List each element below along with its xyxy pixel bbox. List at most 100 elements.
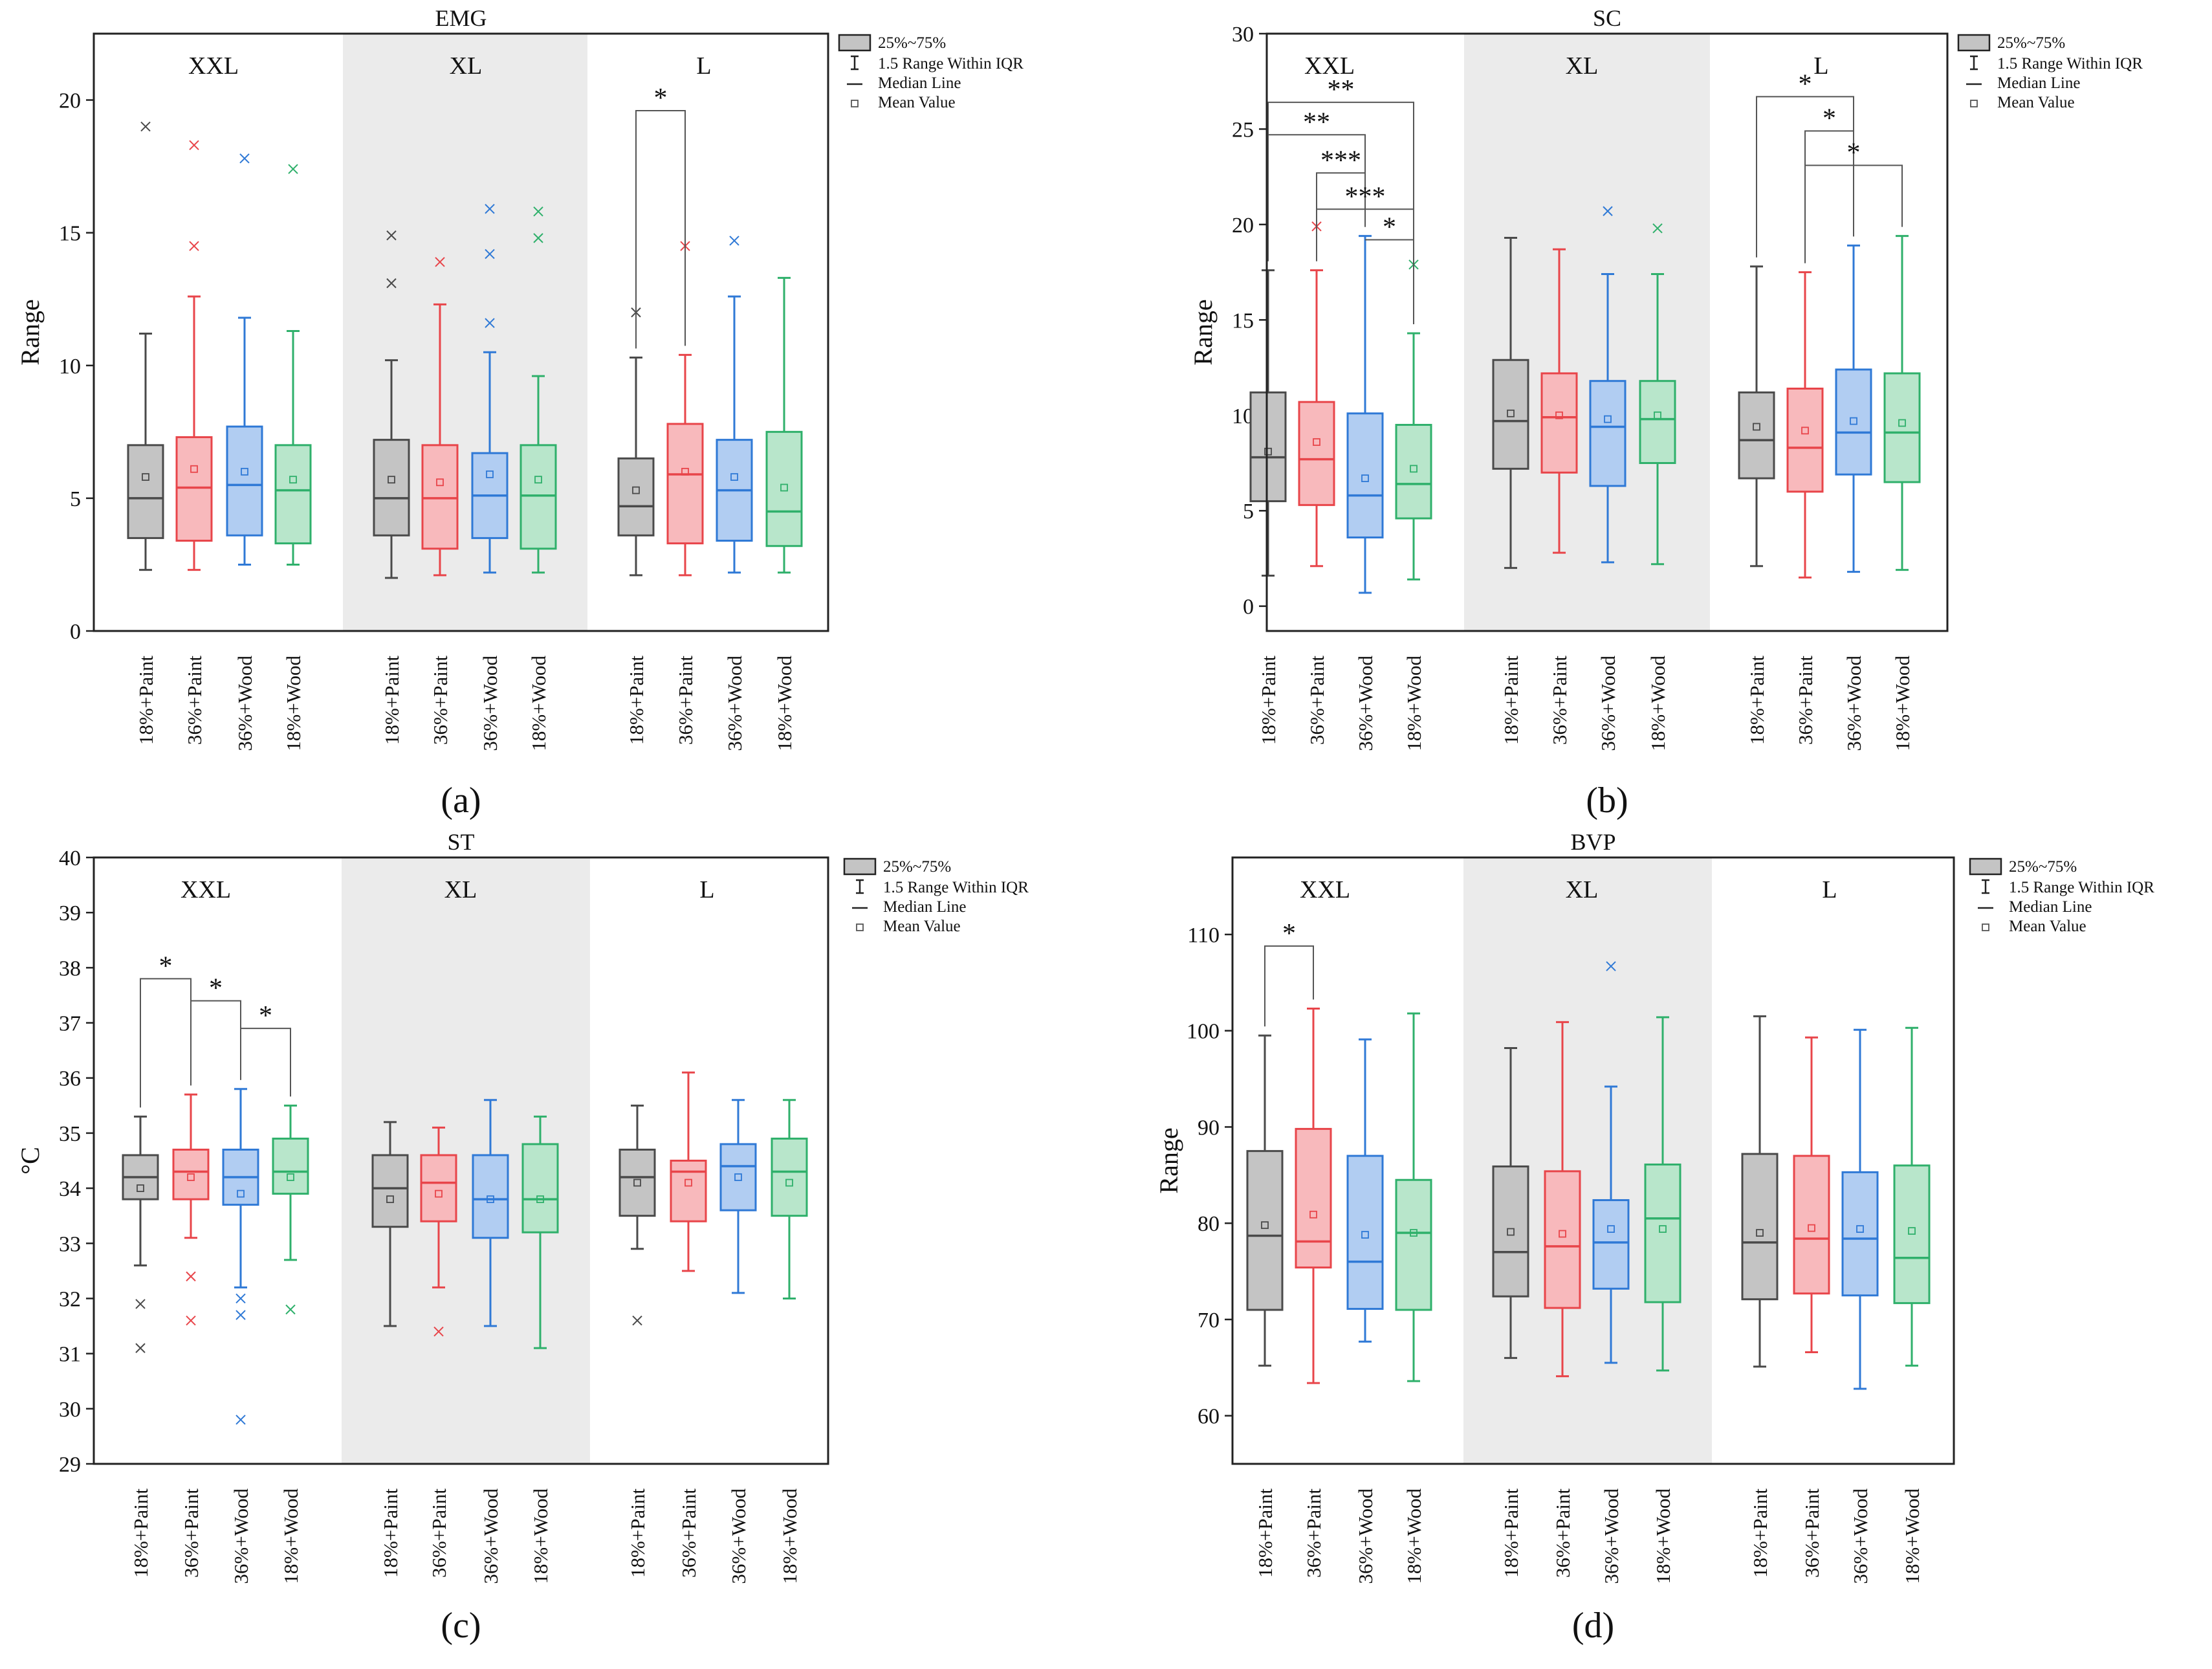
box-l-3 bbox=[771, 1099, 808, 1299]
box-l-0 bbox=[1741, 1015, 1779, 1368]
x-tick-label: 18%+Wood bbox=[1901, 1488, 1923, 1584]
outlier-marker bbox=[135, 1299, 146, 1309]
iqr-box bbox=[521, 1143, 559, 1233]
iqr-box bbox=[719, 1143, 757, 1211]
legend-box-swatch bbox=[1957, 34, 1991, 52]
x-tick-label: 36%+Wood bbox=[1843, 656, 1865, 751]
significance-bracket: * bbox=[1365, 212, 1414, 324]
mean-marker bbox=[1856, 1225, 1864, 1233]
outlier-marker bbox=[533, 206, 543, 217]
box-xl-0 bbox=[373, 230, 410, 579]
iqr-box bbox=[1395, 1178, 1432, 1311]
box-xxl-0 bbox=[1249, 269, 1287, 577]
group-label-xxl: XXL bbox=[188, 52, 239, 80]
box-l-2 bbox=[719, 1099, 757, 1294]
mean-marker bbox=[1659, 1225, 1667, 1233]
y-tick-label: 15 bbox=[1232, 309, 1254, 333]
iqr-box bbox=[666, 423, 704, 545]
box-xxl-2 bbox=[222, 1088, 259, 1425]
mean-marker bbox=[1410, 1229, 1418, 1237]
box-xl-2 bbox=[1589, 206, 1626, 564]
legend-median-label: Median Line bbox=[878, 74, 961, 92]
legend-whisker-label: 1.5 Range Within IQR bbox=[1997, 55, 2143, 72]
iqr-box bbox=[175, 436, 213, 542]
mean-marker bbox=[632, 486, 640, 494]
x-tick-label: 36%+Paint bbox=[428, 1488, 450, 1578]
outlier-marker bbox=[433, 1326, 444, 1337]
iqr-box bbox=[226, 425, 263, 536]
significance-bracket: ** bbox=[1267, 75, 1414, 324]
mean-marker bbox=[1898, 419, 1906, 427]
mean-marker bbox=[187, 1173, 195, 1181]
legend-box-swatch bbox=[843, 857, 877, 876]
y-tick-label: 38 bbox=[59, 956, 81, 980]
outlier-marker bbox=[235, 1293, 246, 1304]
y-tick-label: 37 bbox=[59, 1012, 81, 1036]
significance-stars: * bbox=[1847, 138, 1861, 168]
outlier-marker bbox=[1603, 206, 1613, 216]
group-label-l: L bbox=[696, 52, 711, 80]
legend-mean-label: Mean Value bbox=[2009, 918, 2086, 935]
chart-title: ST bbox=[447, 829, 474, 855]
x-tick-label: 36%+Paint bbox=[1551, 1488, 1574, 1578]
legend-mean-swatch bbox=[1982, 923, 1989, 931]
y-axis-label: Range bbox=[1188, 299, 1218, 365]
iqr-box bbox=[371, 1154, 409, 1228]
bracket-line bbox=[1264, 945, 1314, 1027]
x-tick-label: 18%+Paint bbox=[1500, 656, 1522, 745]
box-l-3 bbox=[1883, 235, 1921, 571]
significance-stars: * bbox=[654, 83, 668, 113]
box-xxl-0 bbox=[127, 121, 164, 571]
legend-whisker-label: 1.5 Range Within IQR bbox=[2009, 879, 2154, 896]
mean-marker bbox=[1361, 474, 1369, 482]
y-tick-label: 90 bbox=[1198, 1116, 1220, 1140]
group-label-l: L bbox=[1813, 52, 1828, 80]
outlier-marker bbox=[186, 1315, 196, 1326]
significance-stars: * bbox=[1823, 104, 1836, 133]
legend-box-label: 25%~75% bbox=[1997, 34, 2065, 52]
box-xl-1 bbox=[1540, 248, 1578, 554]
panel-label: (a) bbox=[441, 780, 481, 821]
y-tick-label: 110 bbox=[1187, 923, 1220, 947]
iqr-box bbox=[617, 457, 655, 536]
legend-median-label: Median Line bbox=[2009, 898, 2092, 916]
mean-marker bbox=[1908, 1227, 1916, 1235]
iqr-box bbox=[1246, 1150, 1284, 1311]
outlier-marker bbox=[485, 318, 495, 328]
mean-marker bbox=[534, 476, 542, 484]
significance-stars: * bbox=[259, 1001, 272, 1031]
x-tick-label: 18%+Paint bbox=[1746, 656, 1768, 745]
legend-mean-label: Mean Value bbox=[1997, 94, 2075, 111]
mean-marker bbox=[1850, 417, 1857, 425]
outlier-marker bbox=[485, 249, 495, 260]
outlier-marker bbox=[239, 153, 250, 164]
y-axis-label: Range bbox=[16, 299, 45, 365]
mean-marker bbox=[388, 476, 395, 484]
box-xxl-1 bbox=[175, 140, 213, 571]
bracket-line bbox=[140, 978, 192, 1108]
mean-marker bbox=[1313, 438, 1320, 446]
legend: 25%~75% 1.5 Range Within IQR Median Line Me… bbox=[838, 34, 1024, 111]
significance-bracket: * bbox=[190, 973, 241, 1086]
mean-marker bbox=[487, 1195, 494, 1204]
x-tick-label: 36%+Wood bbox=[1849, 1488, 1872, 1584]
x-tick-label: 36%+Paint bbox=[429, 656, 452, 745]
mean-marker bbox=[1507, 1228, 1515, 1236]
significance-stars: * bbox=[1282, 919, 1296, 949]
legend-median-label: Median Line bbox=[1997, 74, 2080, 92]
outlier-marker bbox=[435, 257, 445, 267]
x-tick-label: 18%+Paint bbox=[1500, 1488, 1522, 1578]
x-tick-label: 18%+Paint bbox=[1254, 1488, 1276, 1578]
box-xl-1 bbox=[420, 1126, 457, 1337]
box-xl-0 bbox=[371, 1121, 409, 1327]
y-axis-label: °C bbox=[16, 1147, 45, 1175]
iqr-box bbox=[1738, 391, 1775, 480]
x-tick-label: 18%+Paint bbox=[1257, 656, 1280, 745]
mean-marker bbox=[780, 483, 788, 492]
legend-box-swatch bbox=[838, 34, 871, 52]
y-tick-label: 70 bbox=[1198, 1309, 1220, 1332]
mean-marker bbox=[1410, 465, 1418, 473]
y-tick-label: 29 bbox=[59, 1453, 81, 1477]
group-label-xl: XL bbox=[450, 52, 483, 80]
x-tick-label: 36%+Paint bbox=[180, 1488, 203, 1578]
